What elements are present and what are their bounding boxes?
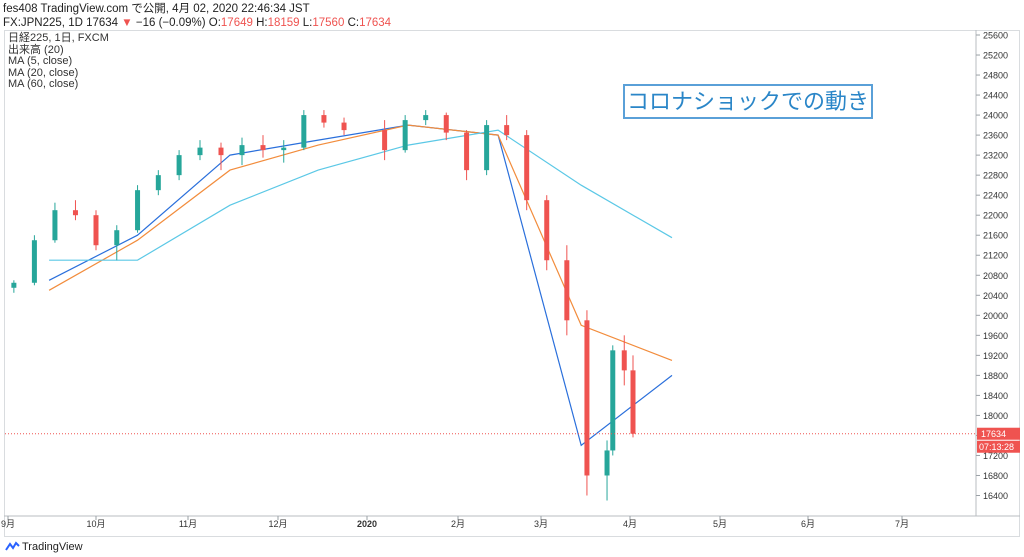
legend-volume[interactable]: 出来高 (20) bbox=[8, 43, 64, 56]
down-arrow-icon: ▼ bbox=[121, 17, 133, 29]
legend-ma20[interactable]: MA (20, close) bbox=[8, 66, 79, 79]
symbol-label: FX:JPN225, 1D 17634 bbox=[3, 17, 119, 29]
footer bbox=[0, 538, 1024, 557]
chart-header: fes408 TradingView.com で公開, 4月 02, 2020 … bbox=[3, 2, 391, 30]
open-label: O: bbox=[208, 17, 221, 29]
legend-symbol[interactable]: 日経225, 1日, FXCM bbox=[8, 32, 109, 44]
change-value: −16 (−0.09%) bbox=[135, 17, 206, 29]
legend-ma5[interactable]: MA (5, close) bbox=[8, 55, 73, 67]
low-value: 17560 bbox=[312, 17, 345, 29]
open-value: 17649 bbox=[220, 17, 253, 29]
annotation-box[interactable]: コロナショックでの動き bbox=[623, 84, 873, 119]
indicator-legend: 日経225, 1日, FXCM 出来高 (20) MA (5, close) M… bbox=[8, 32, 109, 91]
close-label: C: bbox=[347, 17, 360, 29]
tradingview-logo-icon[interactable] bbox=[5, 541, 20, 552]
legend-ma60[interactable]: MA (60, close) bbox=[8, 78, 79, 90]
low-label: L: bbox=[302, 17, 313, 29]
close-value: 17634 bbox=[359, 17, 392, 29]
quote-line: FX:JPN225, 1D 17634 ▼ −16 (−0.09%) O:176… bbox=[3, 16, 391, 30]
footer-brand[interactable]: TradingView bbox=[22, 541, 83, 553]
high-value: 18159 bbox=[267, 17, 300, 29]
high-label: H: bbox=[256, 17, 268, 29]
publish-info: fes408 TradingView.com で公開, 4月 02, 2020 … bbox=[3, 3, 310, 15]
